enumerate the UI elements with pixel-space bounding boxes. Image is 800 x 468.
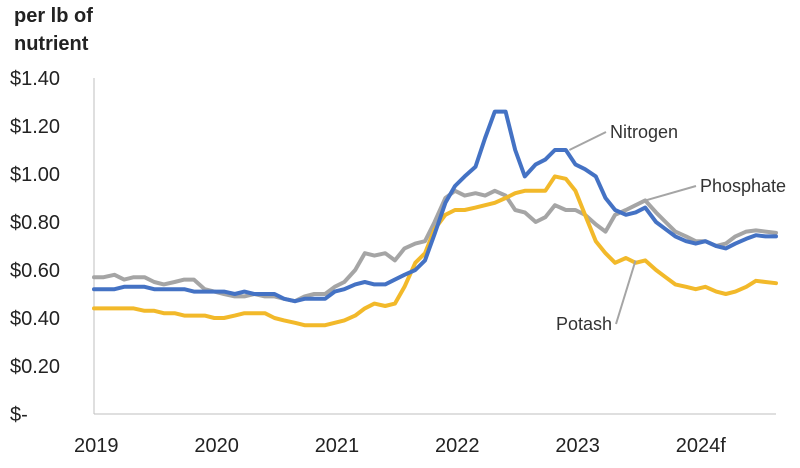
y-axis-label-line-2: nutrient	[14, 33, 89, 55]
y-tick-label: $1.40	[10, 68, 60, 90]
series-line-potash	[92, 174, 778, 328]
y-tick-label: $0.80	[10, 212, 60, 234]
y-tick-label: $0.20	[10, 356, 60, 378]
series-label-nitrogen: Nitrogen	[610, 122, 678, 142]
y-tick-label: $0.60	[10, 260, 60, 282]
y-axis-ticks: $1.40 $1.20 $1.00 $0.80 $0.60 $0.40 $0.20 $-	[10, 68, 60, 426]
x-tick-label: 2021	[315, 435, 360, 457]
y-tick-label: $0.40	[10, 308, 60, 330]
y-tick-label: $1.00	[10, 164, 60, 186]
x-tick-label: 2020	[194, 435, 239, 457]
series-label-potash: Potash	[556, 314, 612, 334]
y-tick-label: $1.20	[10, 116, 60, 138]
series-label-phosphate: Phosphate	[700, 176, 786, 196]
y-axis-label-line-1: per lb of	[14, 5, 93, 27]
x-axis-ticks: 2019 2020 2021 2022 2023 2024f	[74, 435, 726, 457]
leader-line-nitrogen	[568, 131, 607, 151]
series-lines	[92, 109, 778, 328]
series-labels: Phosphate Potash Nitrogen	[556, 122, 786, 334]
x-tick-label: 2019	[74, 435, 119, 457]
x-tick-label: 2022	[435, 435, 480, 457]
y-tick-label: $-	[10, 404, 28, 426]
x-tick-label: 2024f	[676, 435, 726, 457]
series-line-nitrogen	[92, 109, 778, 304]
leader-line-potash	[615, 260, 637, 325]
x-tick-label: 2023	[555, 435, 600, 457]
leader-line-phosphate	[641, 185, 697, 203]
